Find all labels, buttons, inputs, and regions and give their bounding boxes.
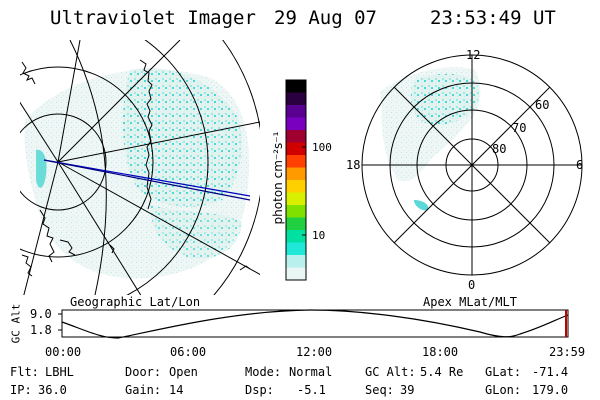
status-mode-value: Normal [289,365,333,379]
instrument-title: Ultraviolet Imager [50,7,256,29]
colorbar-tick-10: 10 [312,229,326,242]
colorbar-cell [286,80,306,93]
mlat-label-60: 60 [535,98,550,112]
mlt-label-bottom: 0 [468,278,476,292]
status-door-key: Door: [125,365,162,379]
apex-polar-plot [361,54,583,276]
altitude-ytick-high: 9.0 [30,307,52,321]
colorbar-cell [286,217,306,231]
date-label: 29 Aug 07 [274,7,377,29]
mlat-label-80: 80 [492,142,507,156]
colorbar-cell [286,117,306,131]
status-dsp-key: Dsp: [245,383,274,397]
status-glon-key: GLon: [485,383,522,397]
altitude-ytick-low: 1.8 [30,323,52,337]
colorbar-cell [286,230,306,243]
altitude-xtick-1: 06:00 [170,345,207,359]
status-door-value: Open [169,365,198,379]
status-seq-key: Seq: [365,383,394,397]
status-mode-key: Mode: [245,365,282,379]
mlt-label-top: 12 [466,48,481,62]
altitude-xtick-3: 18:00 [422,345,459,359]
geo-map [20,40,260,295]
colorbar-cell [286,180,306,193]
colorbar-unit-label: photon cm⁻²s⁻¹ [271,131,285,225]
status-flt-key: Flt: [10,365,39,379]
status-gcalt-value: 5.4 Re [420,365,464,379]
mlt-label-left: 18 [346,158,361,172]
time-label: 23:53:49 UT [430,7,556,29]
status-glon-value: 179.0 [532,383,569,397]
altitude-xtick-2: 12:00 [296,345,333,359]
altitude-plot [58,309,569,339]
apex-panel-label: Apex MLat/MLT [423,295,517,309]
status-gain-value: 14 [169,383,184,397]
colorbar-cell [286,205,306,218]
colorbar-cell [286,255,306,268]
status-ip-key: IP: [10,383,32,397]
status-dsp-value: -5.1 [297,383,326,397]
colorbar-tick-100: 100 [312,141,332,154]
colorbar-cell [286,242,306,256]
altitude-xtick-4: 23:59 [549,345,586,359]
altitude-ylabel: GC Alt [9,303,23,344]
colorbar-cell [286,155,306,168]
status-seq-value: 39 [400,383,415,397]
colorbar-cell [286,192,306,206]
altitude-xtick-0: 00:00 [45,345,82,359]
colorbar-cell [286,267,306,281]
colorbar [285,79,307,281]
geo-panel-label: Geographic Lat/Lon [70,295,201,309]
status-flt-value: LBHL [45,365,74,379]
colorbar-cell [286,92,306,106]
mlt-label-right: 6 [576,158,584,172]
colorbar-cell [286,142,306,156]
status-gain-key: Gain: [125,383,162,397]
status-glat-key: GLat: [485,365,522,379]
status-ip-value: 36.0 [38,383,67,397]
mlat-label-70: 70 [512,121,527,135]
colorbar-cell [286,105,306,118]
colorbar-cell [286,130,306,143]
colorbar-cell [286,167,306,181]
status-glat-value: -71.4 [532,365,569,379]
status-gcalt-key: GC Alt: [365,365,416,379]
